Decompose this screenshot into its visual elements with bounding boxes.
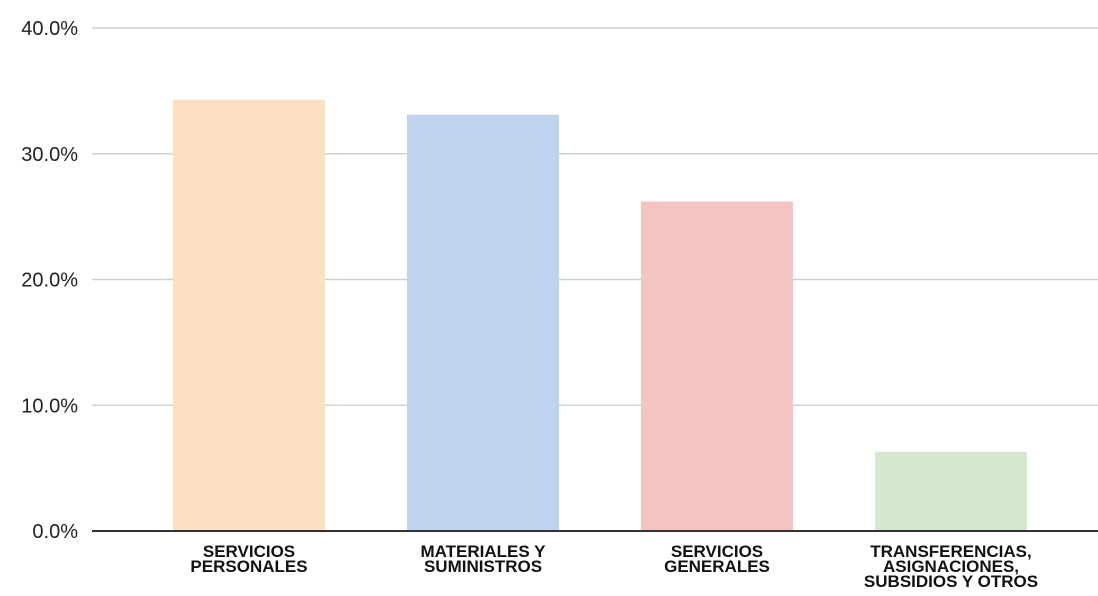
x-category-label-line: SUMINISTROS [424,557,542,576]
x-category-label-line: TRANSFERENCIAS, [870,542,1032,561]
y-tick-label: 40.0% [21,18,78,40]
bar [173,99,325,532]
y-tick-label: 10.0% [21,395,78,417]
x-category-label-line: SERVICIOS [203,542,295,561]
y-axis-tick-labels: 0.0% 10.0% 20.0% 30.0% 40.0% [21,18,78,543]
y-tick-label: 0.0% [32,521,78,543]
x-category-label-line: MATERIALES Y [421,542,547,561]
x-category-label-line: GENERALES [664,557,770,576]
x-category-label: TRANSFERENCIAS, ASIGNACIONES, SUBSIDIOS Y … [864,542,1038,591]
x-category-label: MATERIALES Y SUMINISTROS [421,542,547,576]
bars [173,99,1027,532]
y-tick-label: 30.0% [21,144,78,166]
x-category-label: SERVICIOS PERSONALES [190,542,307,576]
x-category-label: SERVICIOS GENERALES [664,542,770,576]
y-tick-label: 20.0% [21,270,78,292]
bar [875,451,1027,531]
x-category-label-line: SUBSIDIOS Y OTROS [864,572,1038,591]
bar [407,114,559,531]
bar [641,201,793,531]
x-category-label-line: ASIGNACIONES, [883,557,1019,576]
x-category-label-line: SERVICIOS [671,542,763,561]
x-category-label-line: PERSONALES [190,557,307,576]
